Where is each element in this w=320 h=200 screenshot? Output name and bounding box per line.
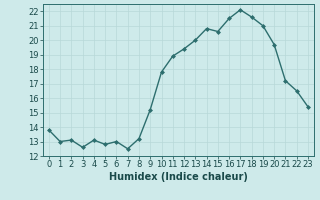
X-axis label: Humidex (Indice chaleur): Humidex (Indice chaleur) (109, 172, 248, 182)
